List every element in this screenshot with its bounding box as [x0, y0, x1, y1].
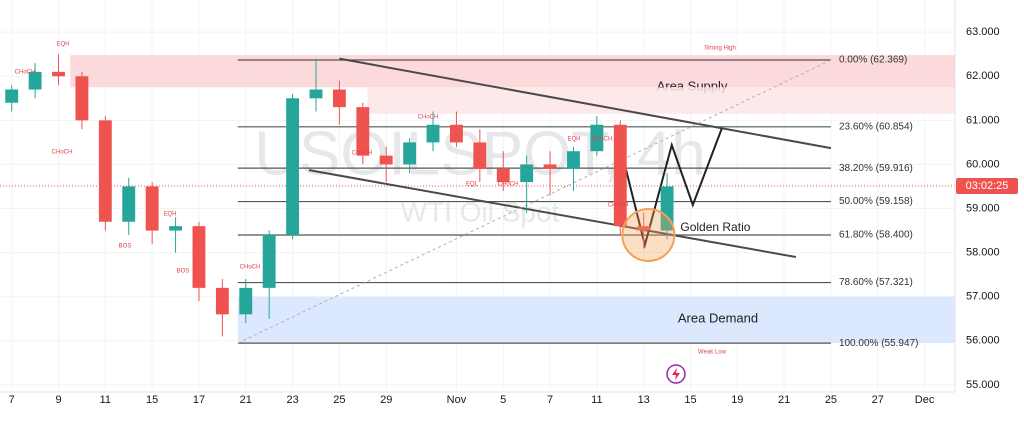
candle-body — [215, 287, 229, 315]
highlight-label: Golden Ratio — [680, 220, 750, 234]
x-tick-label: 11 — [100, 394, 111, 406]
y-tick-label: 58.000 — [966, 247, 1000, 259]
candle-body — [520, 164, 534, 183]
structure-annotation: CHoCH — [352, 151, 373, 157]
candle-body — [426, 124, 440, 143]
candle-body — [590, 124, 604, 152]
candle-body — [356, 107, 370, 156]
fib-label: 0.00% (62.369) — [839, 55, 907, 66]
fib-label: 100.00% (55.947) — [839, 338, 919, 349]
x-tick-label: Nov — [447, 394, 467, 406]
y-tick-label: 57.000 — [966, 291, 1000, 303]
zone — [367, 87, 955, 114]
x-tick-label: 21 — [240, 394, 252, 406]
candle-body — [28, 71, 42, 90]
y-tick-label: 60.000 — [966, 158, 1000, 170]
x-tick-label: 11 — [591, 394, 602, 406]
structure-annotation: BOS — [119, 244, 132, 250]
candle-body — [496, 168, 510, 183]
structure-annotation: EQH — [567, 137, 580, 143]
candle-body — [309, 89, 323, 99]
candle-body — [192, 226, 206, 288]
structure-annotation: CHoCH — [592, 137, 613, 143]
fib-label: 38.20% (59.916) — [839, 163, 913, 174]
lightning-icon[interactable] — [666, 364, 686, 384]
x-tick-label: 9 — [55, 394, 61, 406]
y-tick-label: 62.000 — [966, 70, 1000, 82]
candle-body — [52, 71, 65, 77]
candle-body — [473, 142, 487, 169]
x-tick-label: 25 — [825, 394, 837, 406]
structure-annotation: CHoCH — [418, 115, 439, 121]
structure-annotation: EQL — [466, 182, 479, 188]
y-tick-label: 63.000 — [966, 26, 1000, 38]
fib-label: 78.60% (57.321) — [839, 277, 913, 288]
candle-body — [98, 120, 112, 222]
structure-annotation: CHoCH — [240, 265, 261, 271]
candle-body — [403, 142, 417, 165]
candle-body — [449, 124, 463, 143]
axes: 55.000 56.000 57.000 58.000 59.000 60.000 61.0… — [9, 26, 1018, 406]
candle-body — [286, 98, 300, 235]
x-tick-label: 5 — [500, 394, 506, 406]
candle-body — [262, 234, 276, 288]
candle-body — [637, 226, 651, 231]
x-tick-label: 23 — [286, 394, 298, 406]
x-tick-label: 17 — [193, 394, 205, 406]
countdown-box — [956, 178, 1018, 195]
candle-body — [613, 124, 627, 227]
candle-body — [567, 151, 580, 169]
fib-label: 23.60% (60.854) — [839, 121, 913, 132]
y-tick-label: 59.000 — [966, 202, 1000, 214]
x-tick-label: 15 — [146, 394, 158, 406]
structure-annotation: Strong High — [704, 46, 736, 52]
x-tick-label: 15 — [684, 394, 696, 406]
structure-annotation: CHoCH — [498, 182, 519, 188]
candle-body — [169, 226, 182, 231]
highlight-circle — [621, 207, 676, 262]
candle-body — [379, 155, 393, 165]
trendline — [237, 59, 832, 344]
structure-annotation: CHoCH — [15, 70, 36, 76]
candle-body — [5, 89, 19, 103]
candle-body — [332, 89, 346, 108]
trendline — [613, 124, 723, 250]
x-tick-label: 19 — [731, 394, 743, 406]
x-tick-label: 27 — [872, 394, 884, 406]
x-tick-label: 13 — [638, 394, 650, 406]
x-tick-label: Dec — [915, 394, 935, 406]
y-tick-label: 61.000 — [966, 114, 1000, 126]
candle-body — [239, 287, 253, 315]
candle-body — [543, 164, 557, 169]
x-tick-label: 25 — [333, 394, 345, 406]
trendline — [308, 169, 797, 258]
structure-annotation: CHoCH — [608, 203, 629, 209]
y-tick-label: 56.000 — [966, 335, 1000, 347]
structure-annotation: BOS — [177, 269, 190, 275]
x-tick-label: 7 — [547, 394, 553, 406]
candle-body — [75, 76, 89, 121]
structure-annotation: EQH — [56, 42, 69, 48]
fib-label: 61.80% (58.400) — [839, 230, 913, 241]
x-tick-label: 29 — [380, 394, 392, 406]
zone-label: Area Demand — [678, 310, 758, 325]
candle-body — [122, 186, 136, 222]
y-tick-label: 55.000 — [966, 379, 1000, 391]
candle-body — [145, 186, 159, 231]
x-tick-label: 21 — [778, 394, 790, 406]
zone — [237, 296, 955, 344]
structure-annotation: EQH — [163, 212, 176, 218]
x-tick-label: 7 — [9, 394, 15, 406]
structure-annotation: CHoCH — [52, 150, 73, 156]
trendline — [339, 57, 832, 150]
fib-label: 50.00% (59.158) — [839, 196, 913, 207]
structure-annotation: Weak Low — [698, 350, 727, 356]
countdown: 03:02:25 — [966, 180, 1009, 192]
